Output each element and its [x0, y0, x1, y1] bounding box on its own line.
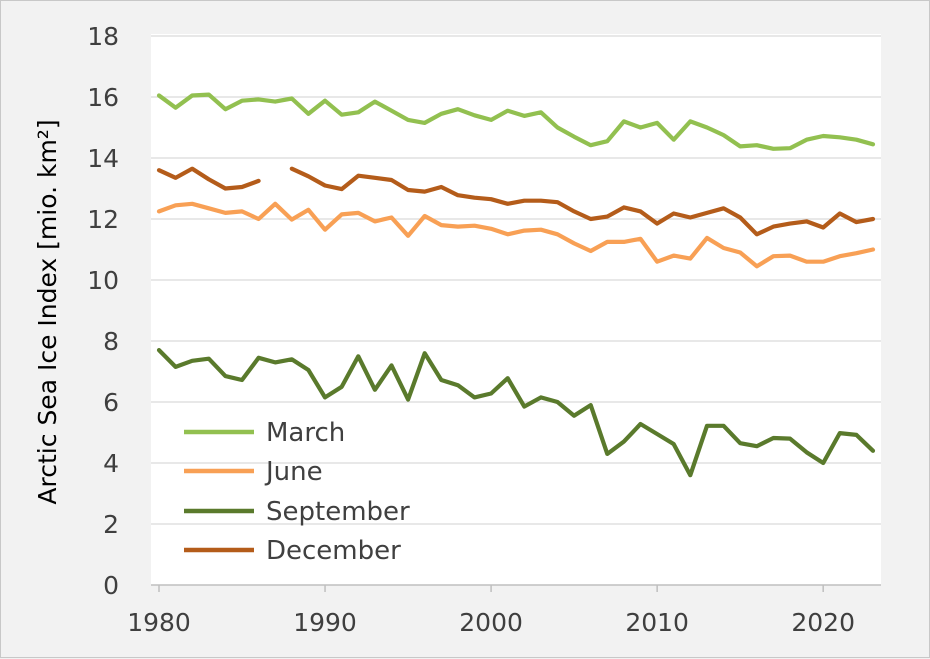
line-june: [156, 201, 876, 269]
y-tick-label-12: 12: [87, 205, 119, 234]
series-june: [156, 201, 876, 269]
legend-label-december: December: [266, 536, 401, 566]
y-tick-label-4: 4: [103, 449, 119, 478]
x-tick-label-1980: 1980: [127, 608, 191, 637]
y-axis-label: Arctic Sea Ice Index [mio. km²]: [33, 119, 62, 504]
tick-labels: 0 2 4 6 8 10 12 14 16 18 1980 1990 2000 2010 2020: [87, 22, 855, 637]
x-tick-label-2000: 2000: [459, 608, 523, 637]
axes: [151, 584, 881, 592]
y-tick-label-6: 6: [103, 388, 119, 417]
legend: March June September December: [184, 418, 410, 566]
y-tick-label-18: 18: [87, 22, 119, 51]
x-tick-label-1990: 1990: [293, 608, 357, 637]
line-march: [156, 92, 876, 151]
legend-label-june: June: [264, 457, 323, 487]
line-december: [156, 166, 876, 237]
series-december: [156, 166, 876, 237]
x-tick-label-2020: 2020: [791, 608, 855, 637]
gridlines: [151, 34, 881, 585]
legend-label-september: September: [266, 497, 410, 527]
y-tick-label-16: 16: [87, 83, 119, 112]
x-tick-label-2010: 2010: [625, 608, 689, 637]
line-september: [156, 348, 876, 478]
series-lines: [156, 92, 876, 478]
y-tick-label-10: 10: [87, 266, 119, 295]
y-tick-label-8: 8: [103, 327, 119, 356]
series-march: [156, 92, 876, 151]
y-tick-label-0: 0: [103, 571, 119, 600]
series-september: [156, 348, 876, 478]
y-tick-label-14: 14: [87, 144, 119, 173]
y-tick-label-2: 2: [103, 510, 119, 539]
legend-label-march: March: [266, 418, 345, 448]
plot-area: [151, 34, 881, 585]
